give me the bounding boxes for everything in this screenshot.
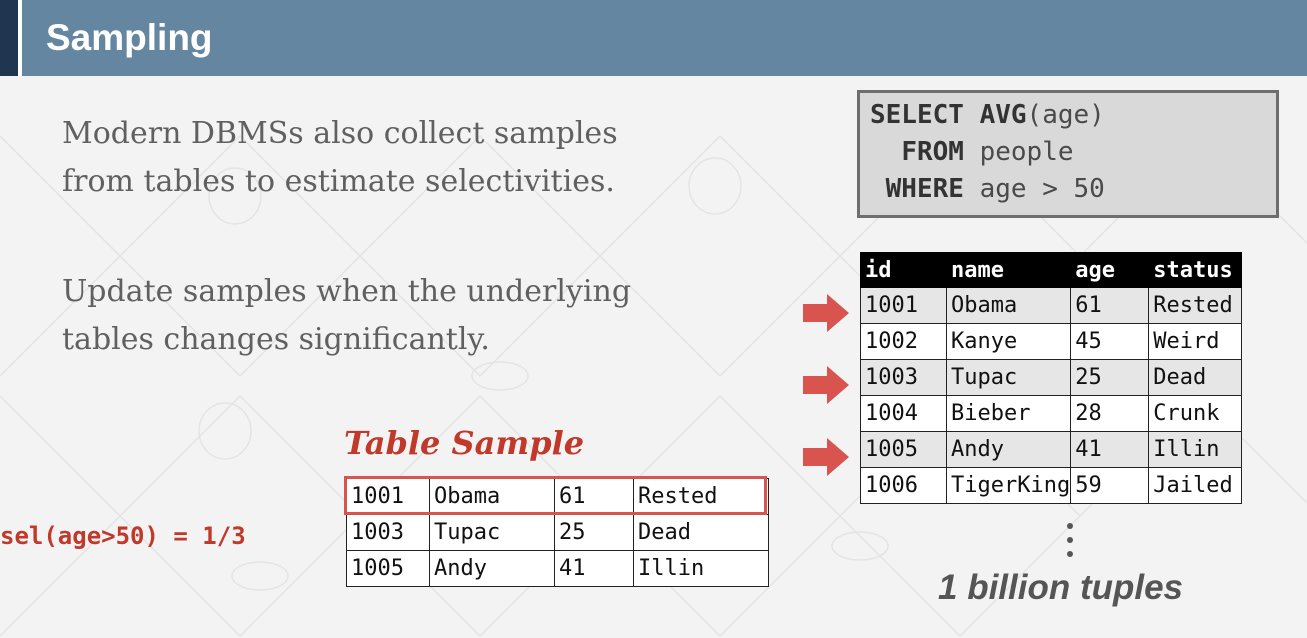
people-table: id name age status 1001 Obama 61 Rested … [860,252,1243,504]
bullet-collect-samples: Modern DBMSs also collect samples from t… [62,110,618,206]
cell-id: 1001 [346,478,430,515]
cell-name: Andy [429,550,555,587]
cell-status: Weird [1148,323,1243,360]
table-row: 1003 Tupac 25 Dead [860,359,1243,396]
cell-name: Tupac [945,359,1072,396]
table-row: 1001 Obama 61 Rested [860,287,1243,324]
cell-age: 41 [1070,431,1150,468]
cell-id: 1006 [860,467,947,504]
table-row: 1001 Obama 61 Rested [346,478,769,515]
table-row: 1005 Andy 41 Illin [860,431,1243,468]
sql-where-line: WHERE age > 50 [870,171,1276,208]
vertical-ellipsis-icon [1067,523,1073,557]
sql-keyword-where: WHERE [885,174,964,204]
header-divider [18,0,22,76]
bullet-line: from tables to estimate selectivities. [62,164,615,199]
bullet-update-samples: Update samples when the underlying table… [62,268,631,364]
cell-age: 25 [554,514,634,551]
right-arrow-icon [803,366,849,404]
cell-id: 1004 [860,395,947,432]
cell-status: Dead [633,514,769,551]
cell-id: 1005 [346,550,430,587]
slide-header: Sampling [0,0,1307,76]
cell-name: Obama [429,478,555,515]
table-row: 1006 TigerKing 59 Jailed [860,467,1243,504]
sql-keyword-from: FROM [901,137,964,167]
cell-id: 1003 [346,514,430,551]
cell-status: Crunk [1148,395,1243,432]
sql-keyword-select: SELECT [870,100,964,130]
cell-status: Rested [633,478,769,515]
sql-from-table: people [963,137,1074,167]
table-row: 1002 Kanye 45 Weird [860,323,1243,360]
column-header-name: name [945,252,1072,288]
cell-id: 1003 [860,359,947,396]
matching-row-highlight [344,476,767,515]
cell-name: Obama [945,287,1072,324]
slide-title: Sampling [46,17,213,58]
cell-status: Illin [1148,431,1243,468]
cell-age: 41 [554,550,634,587]
cell-status: Dead [1148,359,1243,396]
column-header-status: status [1148,252,1243,288]
sql-where-predicate: age > 50 [963,174,1105,204]
column-header-age: age [1070,252,1150,288]
bullet-line: Update samples when the underlying [62,274,632,309]
table-header-row: id name age status [860,252,1243,288]
sql-keyword-avg: AVG [979,100,1027,130]
table-row: 1005 Andy 41 Illin [346,550,769,587]
selectivity-estimate: sel(age>50) = 1/3 [0,522,246,550]
header-accent-bar [0,0,18,76]
cell-status: Jailed [1148,467,1243,504]
cell-name: Tupac [429,514,555,551]
bullet-line: Modern DBMSs also collect samples [62,116,618,151]
cell-age: 61 [1070,287,1150,324]
cell-age: 45 [1070,323,1150,360]
cell-name: Andy [945,431,1072,468]
table-row: 1003 Tupac 25 Dead [346,514,769,551]
cell-id: 1001 [860,287,947,324]
cell-name: Kanye [945,323,1072,360]
cell-id: 1002 [860,323,947,360]
sql-avg-arg: (age) [1026,100,1105,130]
right-arrow-icon [803,438,849,476]
cell-status: Rested [1148,287,1243,324]
cell-status: Illin [633,550,769,587]
table-sample-title: Table Sample [344,424,585,462]
sql-query-box: SELECT AVG(age) FROM people WHERE age > … [857,90,1279,218]
sample-table: 1001 Obama 61 Rested 1003 Tupac 25 Dead … [346,478,769,587]
sql-from-line: FROM people [870,134,1276,171]
cell-id: 1005 [860,431,947,468]
tuple-count-label: 1 billion tuples [938,568,1184,607]
cell-age: 25 [1070,359,1150,396]
cell-name: Bieber [945,395,1072,432]
column-header-id: id [860,252,947,288]
sql-select-line: SELECT AVG(age) [870,97,1276,134]
cell-age: 28 [1070,395,1150,432]
table-row: 1004 Bieber 28 Crunk [860,395,1243,432]
bullet-line: tables changes significantly. [62,322,490,357]
right-arrow-icon [803,294,849,332]
cell-name: TigerKing [945,467,1072,504]
cell-age: 59 [1070,467,1150,504]
